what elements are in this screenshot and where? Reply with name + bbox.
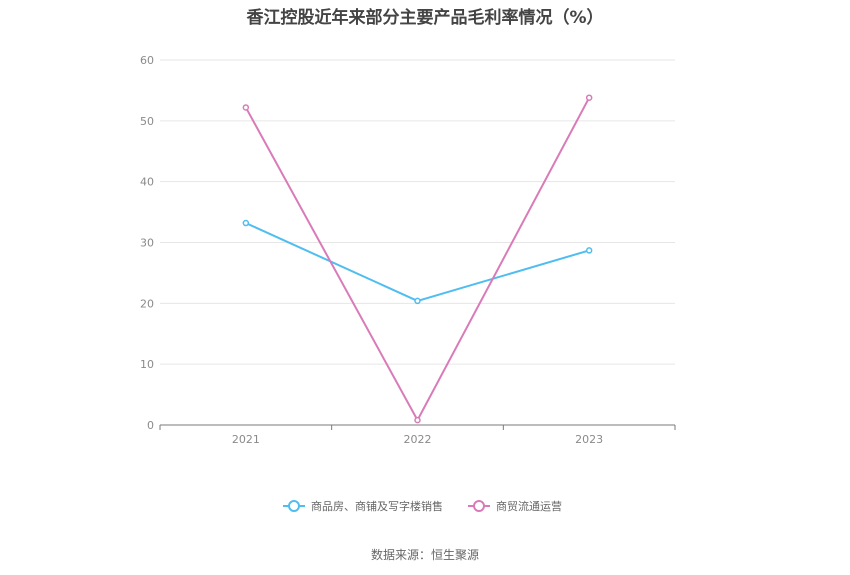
legend-label: 商贸流通运营 (496, 499, 562, 513)
data-point (242, 219, 250, 227)
grid-lines (160, 59, 675, 365)
series-line-1 (245, 222, 590, 302)
y-tick-label: 30 (140, 237, 154, 250)
data-point (414, 416, 421, 424)
data-point (414, 297, 421, 305)
legend: 商品房、商铺及写字楼销售 商贸流通运营 (283, 499, 562, 513)
legend-marker (473, 500, 485, 512)
series-line-2 (244, 97, 591, 423)
data-point (585, 247, 593, 254)
y-tick-label: 50 (140, 115, 154, 128)
x-tick-label: 2023 (575, 433, 603, 446)
legend-marker (288, 500, 300, 512)
series-layer (242, 94, 593, 424)
x-axis: 2021 2022 2023 (159, 424, 676, 446)
y-tick-label: 40 (140, 176, 154, 189)
y-axis: 0 10 20 30 40 50 60 (140, 54, 154, 432)
x-tick-label: 2021 (232, 433, 260, 446)
y-tick-label: 10 (140, 358, 154, 371)
y-tick-label: 0 (147, 419, 154, 432)
y-tick-label: 60 (140, 54, 154, 67)
data-point (585, 94, 593, 101)
legend-label: 商品房、商铺及写字楼销售 (311, 499, 443, 513)
chart-title: 香江控股近年来部分主要产品毛利率情况（%） (246, 8, 604, 28)
data-source: 数据来源：恒生聚源 (370, 548, 479, 562)
data-point (242, 104, 250, 111)
y-tick-label: 20 (140, 297, 154, 310)
x-tick-label: 2022 (404, 433, 432, 446)
